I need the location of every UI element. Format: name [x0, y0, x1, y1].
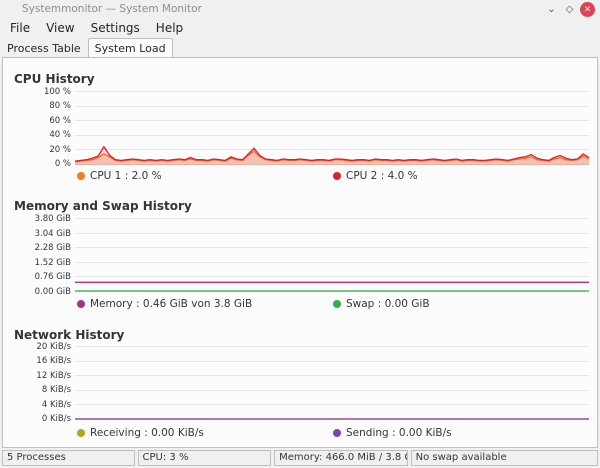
- menu-settings[interactable]: Settings: [90, 21, 140, 35]
- pin-icon[interactable]: ◇: [565, 4, 574, 15]
- memory-legend: Memory : 0.46 GiB von 3.8 GiB: [77, 298, 252, 310]
- cpu-y-axis: 100 % 80 % 60 % 40 % 20 % 0 %: [3, 87, 71, 169]
- cpu-line-cpu-1: [75, 150, 589, 163]
- cpu-line-cpu-2: [75, 145, 589, 162]
- cpu-ytick: 60 %: [49, 116, 71, 126]
- status-bar: 5 Processes CPU: 3 % Memory: 466.0 MiB /…: [0, 450, 600, 468]
- network-ytick: 0 KiB/s: [41, 414, 71, 424]
- cpu2-legend-dot: [333, 172, 341, 180]
- network-history-graph: [75, 346, 589, 420]
- memory-ytick: 1.52 GiB: [34, 258, 71, 268]
- network-ytick: 4 KiB/s: [41, 400, 71, 410]
- memory-history-graph: [75, 218, 589, 292]
- swap-legend-dot: [333, 300, 341, 308]
- sending-legend: Sending : 0.00 KiB/s: [333, 427, 452, 439]
- status-cpu: CPU: 3 %: [137, 450, 272, 466]
- cpu-ytick: 20 %: [49, 145, 71, 155]
- menu-file[interactable]: File: [10, 21, 31, 35]
- status-swap: No swap available: [410, 450, 598, 466]
- memory-y-axis: 3.80 GiB 3.04 GiB 2.28 GiB 1.52 GiB 0.76…: [3, 214, 71, 297]
- cpu1-legend-dot: [77, 172, 85, 180]
- sending-legend-label: Sending : 0.00 KiB/s: [346, 427, 452, 439]
- network-ytick: 8 KiB/s: [41, 385, 71, 395]
- memory-history-title: Memory and Swap History: [14, 199, 192, 213]
- menu-bar: File View Settings Help: [0, 19, 600, 37]
- menu-help[interactable]: Help: [155, 21, 184, 35]
- system-load-panel: CPU History 100 % 80 % 60 % 40 % 20 % 0 …: [2, 57, 598, 448]
- memory-ytick: 2.28 GiB: [34, 243, 71, 253]
- memory-ytick: 3.80 GiB: [34, 214, 71, 224]
- memory-ytick: 0.00 GiB: [34, 287, 71, 297]
- status-memory: Memory: 466.0 MiB / 3.8 GiB: [274, 450, 408, 466]
- network-ytick: 12 KiB/s: [36, 371, 71, 381]
- memory-ytick: 0.76 GiB: [34, 272, 71, 282]
- receiving-legend-dot: [77, 429, 85, 437]
- tab-process-table[interactable]: Process Table: [7, 42, 81, 55]
- title-bar: Systemmonitor — System Monitor ⌄ ◇ ✕: [0, 0, 600, 19]
- cpu-plot: [75, 91, 589, 165]
- memory-legend-label: Memory : 0.46 GiB von 3.8 GiB: [90, 298, 253, 310]
- network-ytick: 20 KiB/s: [36, 342, 71, 352]
- cpu-history-title: CPU History: [14, 72, 95, 86]
- memory-ytick: 3.04 GiB: [34, 229, 71, 239]
- cpu-area-cpu-1: [75, 151, 589, 165]
- shade-icon[interactable]: ⌄: [547, 4, 556, 15]
- memory-legend-dot: [77, 300, 85, 308]
- cpu-history-graph: [75, 91, 589, 165]
- menu-view[interactable]: View: [46, 21, 75, 35]
- sending-legend-dot: [333, 429, 341, 437]
- window-title: Systemmonitor — System Monitor: [22, 3, 202, 15]
- receiving-legend: Receiving : 0.00 KiB/s: [77, 427, 204, 439]
- network-ytick: 16 KiB/s: [36, 356, 71, 366]
- cpu1-legend-label: CPU 1 : 2.0 %: [90, 170, 162, 182]
- cpu2-legend-label: CPU 2 : 4.0 %: [346, 170, 418, 182]
- network-history-title: Network History: [14, 328, 125, 342]
- cpu-ytick: 80 %: [49, 101, 71, 111]
- cpu2-legend: CPU 2 : 4.0 %: [333, 170, 418, 182]
- close-icon[interactable]: ✕: [580, 2, 595, 17]
- cpu-ytick: 100 %: [43, 87, 71, 97]
- network-y-axis: 20 KiB/s 16 KiB/s 12 KiB/s 8 KiB/s 4 KiB…: [3, 342, 71, 424]
- cpu-ytick: 0 %: [54, 159, 71, 169]
- memory-plot: [75, 218, 589, 292]
- cpu1-legend: CPU 1 : 2.0 %: [77, 170, 162, 182]
- swap-legend: Swap : 0.00 GiB: [333, 298, 430, 310]
- receiving-legend-label: Receiving : 0.00 KiB/s: [90, 427, 204, 439]
- network-plot: [75, 346, 589, 420]
- swap-legend-label: Swap : 0.00 GiB: [346, 298, 430, 310]
- status-processes: 5 Processes: [2, 450, 135, 466]
- cpu-ytick: 40 %: [49, 130, 71, 140]
- tab-bar: Process Table System Load: [0, 37, 600, 58]
- tab-system-load[interactable]: System Load: [87, 38, 173, 58]
